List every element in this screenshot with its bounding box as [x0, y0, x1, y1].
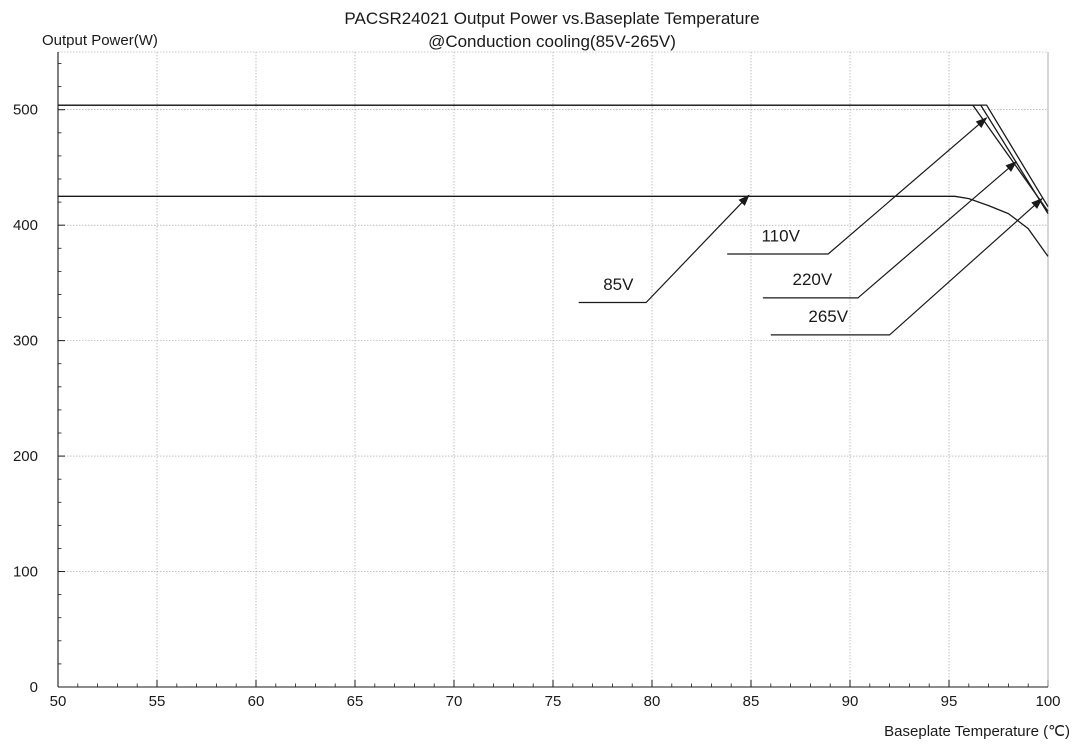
- x-tick-label: 100: [1035, 693, 1060, 710]
- x-tick-label: 90: [842, 693, 859, 710]
- x-axis-label: Baseplate Temperature (℃): [884, 723, 1070, 740]
- x-tick-label: 75: [545, 693, 562, 710]
- leader-line-110v: [727, 117, 987, 255]
- x-tick-label: 95: [941, 693, 958, 710]
- chart-title: PACSR24021 Output Power vs.Baseplate Tem…: [344, 9, 759, 28]
- arrowhead-220v: [1005, 161, 1017, 172]
- arrowhead-110v: [975, 117, 988, 129]
- series-group: [58, 104, 1049, 257]
- leader-line-265v: [770, 198, 1043, 336]
- series-line-265v: [58, 104, 1049, 208]
- series-label-265v: 265V: [808, 307, 848, 326]
- x-tick-label: 70: [446, 693, 463, 710]
- y-tick-label: 300: [13, 333, 38, 350]
- axes: 50 55 60 65 70 75 80 85 90 95 100 0 100 200 300 400 500: [13, 51, 1061, 710]
- series-label-220v: 220V: [793, 270, 833, 289]
- x-tick-label: 65: [347, 693, 364, 710]
- y-tick-label: 500: [13, 102, 38, 119]
- chart-subtitle: @Conduction cooling(85V-265V): [428, 32, 676, 51]
- y-tick-label: 400: [13, 217, 38, 234]
- leader-line-85v: [578, 194, 750, 304]
- y-tick-label: 0: [30, 679, 38, 696]
- x-tick-label: 80: [644, 693, 661, 710]
- annotations: 85V 110V 220V 265V: [578, 117, 1043, 336]
- y-tick-label: 100: [13, 564, 38, 581]
- arrowhead-85v: [738, 194, 750, 206]
- x-tick-label: 55: [149, 693, 166, 710]
- arrowhead-265v: [1031, 198, 1043, 209]
- y-axis-label: Output Power(W): [42, 32, 158, 49]
- y-tick-label: 200: [13, 448, 38, 465]
- grid: [58, 52, 1048, 687]
- series-label-110v: 110V: [761, 226, 800, 245]
- series-line-85v: [58, 195, 1049, 257]
- x-tick-label: 60: [248, 693, 265, 710]
- series-label-85v: 85V: [603, 275, 634, 294]
- leader-line-220v: [762, 161, 1017, 299]
- x-tick-label: 85: [743, 693, 760, 710]
- x-tick-label: 50: [50, 693, 67, 710]
